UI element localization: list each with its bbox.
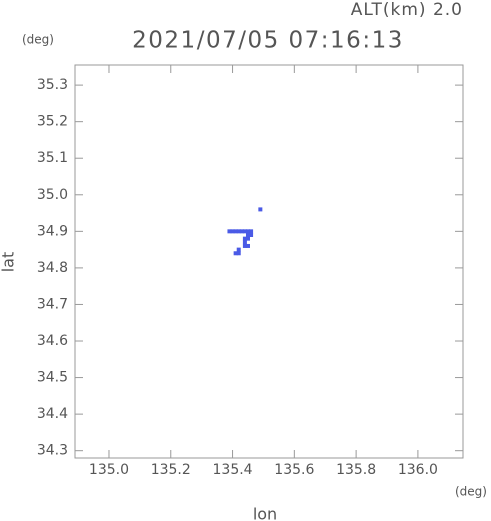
chart-title: 2021/07/05 07:16:13 [132,28,404,54]
y-tick-label: 34.8 [37,260,68,276]
y-tick-label: 35.0 [37,187,68,203]
x-tick-label: 135.0 [89,462,129,478]
echo-point [245,236,250,241]
x-tick-label: 135.4 [213,462,253,478]
echo-point [242,229,247,234]
echo-point [242,236,247,241]
y-tick-label: 34.6 [37,333,68,349]
echo-point [233,229,238,234]
echo-point [245,243,250,248]
plot-frame [74,64,464,459]
echo-point [233,251,238,256]
y-tick-label: 34.5 [37,370,68,386]
echo-point [245,232,250,237]
echo-point [239,229,244,234]
x-tick-label: 135.2 [151,462,191,478]
echo-point [227,229,232,234]
y-axis-label: lat [0,252,18,273]
echo-point [242,240,247,245]
echo-point [245,229,250,234]
x-axis-label: lon [253,505,277,521]
y-tick-label: 34.9 [37,223,68,239]
x-unit: (deg) [455,485,487,499]
echo-point [230,229,235,234]
y-tick-label: 35.1 [37,150,68,166]
echo-point [236,251,241,256]
x-tick-label: 135.6 [274,462,314,478]
x-tick-label: 135.8 [336,462,376,478]
echo-point [249,229,254,234]
altitude-label: ALT(km) 2.0 [351,0,463,20]
y-tick-label: 34.3 [37,443,68,459]
x-tick-label: 136.0 [398,462,438,478]
y-tick-label: 34.7 [37,296,68,312]
y-tick-label: 34.4 [37,406,68,422]
echo-point [242,243,247,248]
echo-point [236,229,241,234]
y-unit: (deg) [22,33,54,47]
echo-point [258,207,263,212]
echo-point [249,232,254,237]
y-tick-label: 35.2 [37,114,68,130]
echo-point [236,247,241,252]
y-tick-label: 35.3 [37,77,68,93]
